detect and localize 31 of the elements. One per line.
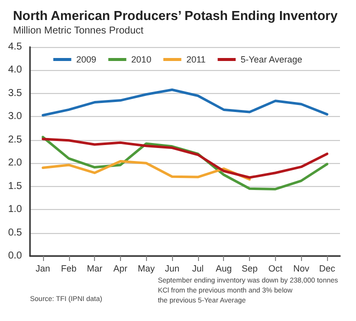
x-tick-label: Dec [319,264,336,274]
x-tick-label: Apr [113,264,128,274]
line-series [42,160,251,181]
y-tick-label: 1.5 [8,180,22,192]
y-tick-label: 0.5 [8,227,22,238]
x-tick-label: Aug [216,264,232,274]
chart-title: North American Producers’ Potash Ending Inventory [13,8,338,23]
y-tick-label: 4.5 [8,42,22,52]
x-tick-label: Oct [268,264,283,274]
chart-subtitle: Million Metric Tonnes Product [13,26,144,36]
x-tick-label: Jan [36,264,50,274]
legend-label: 2009 [76,54,96,64]
y-tick-label: 2.5 [8,134,22,146]
x-tick-label: Jul [192,264,204,274]
x-tick-label: Feb [60,264,77,274]
x-tick-label: Jun [164,264,180,274]
y-tick-label: 2.0 [8,158,22,169]
legend-label: 5-Year Average [240,54,302,64]
y-tick-label: 4.0 [8,64,22,76]
y-tick-label: 3.5 [8,88,22,99]
line-series [42,88,328,117]
x-tick-label: Nov [293,264,310,274]
line-series [42,138,328,179]
legend-label: 2011 [186,54,206,64]
x-tick-label: May [138,264,156,274]
legend-label: 2010 [131,54,152,64]
x-tick-label: Sep [242,264,258,274]
y-tick-label: 1.0 [8,204,22,216]
y-tick-label: 0.0 [8,250,22,262]
y-tick-label: 3.0 [8,111,22,122]
x-tick-label: Mar [86,264,102,274]
